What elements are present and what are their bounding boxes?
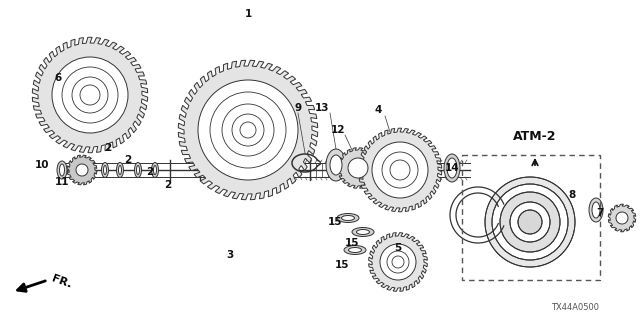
Text: ATM-2: ATM-2 (513, 130, 557, 143)
Circle shape (198, 80, 298, 180)
Ellipse shape (589, 198, 603, 222)
Ellipse shape (330, 155, 342, 175)
Text: 15: 15 (345, 238, 359, 248)
Ellipse shape (60, 164, 65, 176)
Ellipse shape (444, 154, 460, 182)
Polygon shape (338, 148, 378, 188)
Circle shape (616, 212, 628, 224)
Ellipse shape (352, 228, 374, 236)
Ellipse shape (447, 158, 457, 178)
Ellipse shape (337, 213, 359, 222)
Ellipse shape (154, 165, 157, 174)
Text: 6: 6 (54, 73, 61, 83)
Polygon shape (179, 60, 317, 200)
Polygon shape (608, 204, 636, 232)
Text: 10: 10 (35, 160, 49, 170)
Text: 2: 2 (124, 155, 132, 165)
Text: TX44A0500: TX44A0500 (551, 303, 599, 313)
Text: 13: 13 (315, 103, 329, 113)
Ellipse shape (136, 165, 140, 174)
Text: 15: 15 (328, 217, 342, 227)
Text: 5: 5 (394, 243, 402, 253)
Circle shape (372, 142, 428, 198)
Text: 15: 15 (335, 260, 349, 270)
Ellipse shape (134, 163, 141, 178)
Ellipse shape (349, 247, 362, 252)
Ellipse shape (102, 163, 109, 178)
Polygon shape (369, 233, 428, 291)
Circle shape (510, 202, 550, 242)
Text: 1: 1 (244, 9, 252, 19)
Circle shape (518, 210, 542, 234)
Text: 2: 2 (147, 167, 154, 177)
Polygon shape (67, 155, 97, 185)
Text: 7: 7 (596, 208, 604, 218)
Ellipse shape (344, 245, 366, 254)
Text: 11: 11 (55, 177, 69, 187)
Text: 4: 4 (374, 105, 381, 115)
Polygon shape (358, 128, 442, 212)
Ellipse shape (57, 161, 67, 179)
Polygon shape (33, 37, 148, 153)
Circle shape (500, 192, 560, 252)
Text: 2: 2 (104, 143, 111, 153)
Circle shape (492, 184, 568, 260)
Ellipse shape (326, 149, 346, 181)
Ellipse shape (116, 163, 124, 178)
Ellipse shape (118, 165, 122, 174)
Circle shape (76, 164, 88, 176)
Text: 12: 12 (331, 125, 345, 135)
Circle shape (485, 177, 575, 267)
Circle shape (380, 244, 416, 280)
Text: 2: 2 (164, 180, 172, 190)
Text: FR.: FR. (50, 274, 73, 290)
Text: 8: 8 (568, 190, 575, 200)
Circle shape (348, 158, 368, 178)
Circle shape (52, 57, 128, 133)
Text: 3: 3 (227, 250, 234, 260)
Text: 9: 9 (294, 103, 301, 113)
Ellipse shape (104, 165, 106, 174)
Ellipse shape (592, 202, 600, 218)
Ellipse shape (152, 163, 159, 178)
Text: 14: 14 (445, 163, 460, 173)
Ellipse shape (342, 215, 355, 220)
Ellipse shape (356, 229, 369, 235)
